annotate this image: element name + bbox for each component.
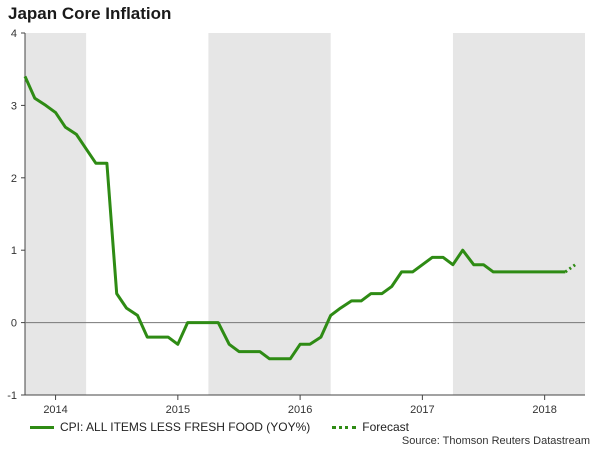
x-tick-label-2015: 2015	[166, 404, 190, 416]
shaded-period-1	[208, 33, 331, 395]
y-tick-label-2: 2	[11, 173, 17, 185]
legend-label-cpi: CPI: ALL ITEMS LESS FRESH FOOD (YOY%)	[60, 420, 311, 434]
x-tick-label-2018: 2018	[532, 404, 556, 416]
legend-label-forecast: Forecast	[362, 420, 409, 434]
x-tick-label-2014: 2014	[43, 404, 67, 416]
legend-item-forecast: Forecast	[332, 420, 409, 434]
legend-dotted-line-icon	[332, 425, 357, 429]
y-tick-label-3: 3	[11, 100, 17, 112]
x-tick-label-2016: 2016	[288, 404, 312, 416]
y-tick-label-1: 1	[11, 245, 17, 257]
y-tick-label-0: 0	[11, 318, 17, 330]
shaded-period-0	[25, 33, 87, 395]
y-tick-label-4: 4	[11, 28, 17, 40]
series-line-forecast	[564, 263, 577, 274]
legend-solid-line-icon	[30, 425, 54, 429]
source-note: Source: Thomson Reuters Datastream	[401, 435, 590, 447]
legend: CPI: ALL ITEMS LESS FRESH FOOD (YOY%) Fo…	[30, 420, 431, 434]
legend-item-cpi: CPI: ALL ITEMS LESS FRESH FOOD (YOY%)	[30, 420, 310, 434]
series-line-cpi	[23, 75, 566, 361]
chart-title: Japan Core Inflation	[8, 4, 172, 23]
y-tick-label--1: -1	[7, 390, 17, 402]
shaded-period-2	[452, 33, 585, 395]
x-tick-label-2017: 2017	[410, 404, 434, 416]
